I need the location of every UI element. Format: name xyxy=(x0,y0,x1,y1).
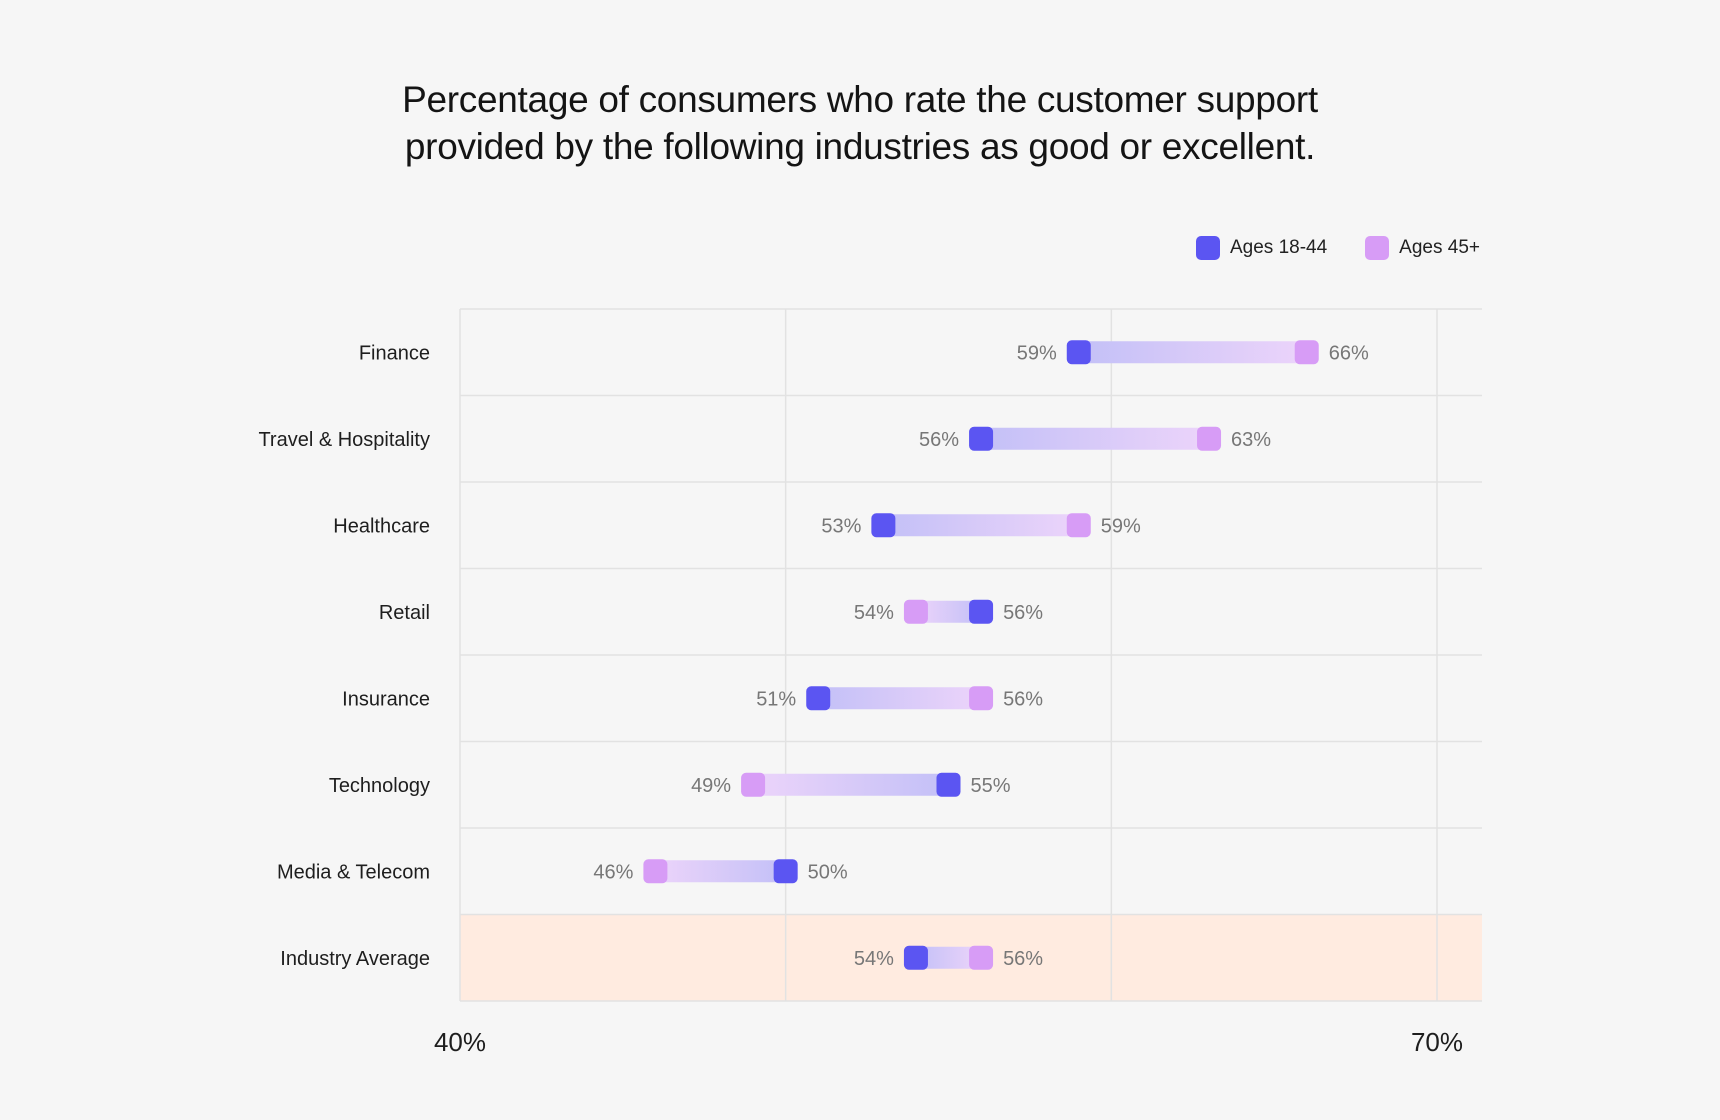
value-label-ages-18-44-retail: 56% xyxy=(1003,602,1043,624)
value-label-ages-45-plus-retail: 54% xyxy=(854,602,894,624)
marker-ages-45-plus-technology xyxy=(741,772,766,797)
legend-label-ages-45-plus: Ages 45+ xyxy=(1399,237,1480,258)
marker-ages-18-44-insurance xyxy=(806,686,831,711)
marker-ages-18-44-technology xyxy=(936,772,961,797)
category-label-insurance: Insurance xyxy=(342,688,430,710)
marker-ages-18-44-retail xyxy=(969,599,994,624)
range-bar-healthcare xyxy=(883,514,1079,537)
x-tick-label: 70% xyxy=(1411,1027,1463,1057)
marker-ages-18-44-travel-and-hospitality xyxy=(969,426,994,451)
value-label-ages-45-plus-industry-average: 56% xyxy=(1003,948,1043,970)
chart-title: Percentage of consumers who rate the cus… xyxy=(0,76,1720,170)
legend-item-ages-18-44: Ages 18-44 xyxy=(1195,236,1328,260)
marker-ages-45-plus-retail xyxy=(903,599,928,624)
chart-title-line-1: Percentage of consumers who rate the cus… xyxy=(402,79,1318,120)
value-label-ages-45-plus-media-and-telecom: 46% xyxy=(593,861,633,883)
category-label-travel-and-hospitality: Travel & Hospitality xyxy=(258,429,430,451)
range-bar-finance xyxy=(1078,341,1307,364)
range-bar-insurance xyxy=(818,687,982,710)
legend-swatch-ages-18-44 xyxy=(1195,236,1220,260)
value-label-ages-18-44-media-and-telecom: 50% xyxy=(808,861,848,883)
value-label-ages-18-44-travel-and-hospitality: 56% xyxy=(919,429,959,451)
range-bar-technology xyxy=(753,773,949,796)
value-label-ages-18-44-insurance: 51% xyxy=(756,688,796,710)
legend-label-ages-18-44: Ages 18-44 xyxy=(1229,237,1328,258)
legend: Ages 18-44 Ages 45+ xyxy=(1195,236,1480,260)
legend-item-ages-45-plus: Ages 45+ xyxy=(1365,236,1480,260)
category-label-finance: Finance xyxy=(359,342,430,364)
value-label-ages-45-plus-insurance: 56% xyxy=(1003,688,1043,710)
category-label-healthcare: Healthcare xyxy=(333,515,430,537)
value-label-ages-45-plus-technology: 49% xyxy=(691,775,731,797)
range-bar-industry-average xyxy=(915,946,982,969)
marker-ages-45-plus-healthcare xyxy=(1066,513,1091,538)
legend-swatch-ages-45-plus xyxy=(1365,236,1390,260)
category-label-industry-average: Industry Average xyxy=(280,948,430,970)
marker-ages-45-plus-insurance xyxy=(969,686,994,711)
value-label-ages-45-plus-finance: 66% xyxy=(1329,342,1369,364)
chart-title-line-2: provided by the following industries as … xyxy=(404,126,1316,167)
x-tick-label: 40% xyxy=(434,1027,486,1057)
value-label-ages-45-plus-travel-and-hospitality: 63% xyxy=(1231,429,1271,451)
range-bar-travel-and-hospitality xyxy=(981,427,1210,450)
range-bar-media-and-telecom xyxy=(655,860,786,883)
value-label-ages-18-44-industry-average: 54% xyxy=(854,948,894,970)
value-label-ages-18-44-finance: 59% xyxy=(1017,342,1057,364)
marker-ages-18-44-industry-average xyxy=(903,945,928,970)
marker-ages-18-44-healthcare xyxy=(871,513,896,538)
marker-ages-45-plus-finance xyxy=(1294,340,1319,365)
marker-ages-18-44-media-and-telecom xyxy=(773,859,798,884)
category-label-retail: Retail xyxy=(379,602,430,624)
value-label-ages-18-44-healthcare: 53% xyxy=(821,515,861,537)
value-label-ages-18-44-technology: 55% xyxy=(971,775,1011,797)
marker-ages-18-44-finance xyxy=(1066,340,1091,365)
category-label-media-and-telecom: Media & Telecom xyxy=(277,861,430,883)
marker-ages-45-plus-media-and-telecom xyxy=(643,859,668,884)
category-label-technology: Technology xyxy=(329,775,430,797)
marker-ages-45-plus-travel-and-hospitality xyxy=(1197,426,1222,451)
value-label-ages-45-plus-healthcare: 59% xyxy=(1101,515,1141,537)
marker-ages-45-plus-industry-average xyxy=(969,945,994,970)
range-bar-retail xyxy=(915,600,982,623)
